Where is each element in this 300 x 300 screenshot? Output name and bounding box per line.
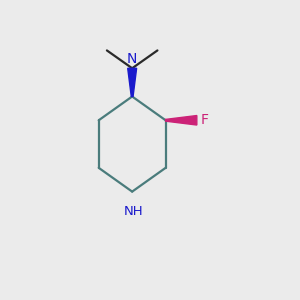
Polygon shape [166, 116, 197, 125]
Polygon shape [128, 68, 136, 97]
Text: F: F [200, 113, 208, 127]
Text: NH: NH [124, 205, 143, 218]
Text: N: N [127, 52, 137, 66]
